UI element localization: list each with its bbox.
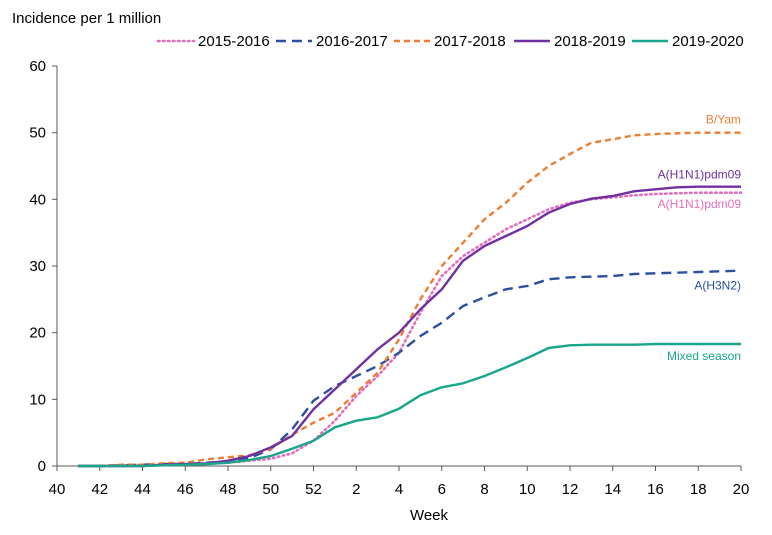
x-tick-label: 10 bbox=[519, 481, 536, 498]
y-tick-label: 30 bbox=[29, 258, 46, 275]
series-line-2017-2018 bbox=[78, 131, 741, 468]
series-line-2019-2020 bbox=[78, 342, 741, 468]
y-tick-label: 40 bbox=[29, 191, 46, 208]
y-tick-label: 10 bbox=[29, 391, 46, 408]
legend-label-2015-2016: 2015-2016 bbox=[198, 33, 270, 50]
x-tick-label: 4 bbox=[395, 481, 403, 498]
x-tick-label: 44 bbox=[134, 481, 151, 498]
x-tick-label: 8 bbox=[480, 481, 488, 498]
series-line-2016-2017 bbox=[78, 269, 742, 468]
x-tick-label: 14 bbox=[604, 481, 621, 498]
x-tick-label: 42 bbox=[91, 481, 108, 498]
annotation-label: A(H1N1)pdm09 bbox=[658, 197, 742, 211]
x-tick-label: 52 bbox=[305, 481, 322, 498]
y-axis-label: Incidence per 1 million bbox=[12, 10, 162, 27]
annotation-label: Mixed season bbox=[667, 349, 741, 363]
annotation-label: A(H1N1)pdm09 bbox=[658, 168, 742, 182]
y-tick-label: 20 bbox=[29, 325, 46, 342]
x-tick-label: 6 bbox=[438, 481, 446, 498]
x-tick-label: 16 bbox=[647, 481, 664, 498]
y-tick-label: 60 bbox=[29, 58, 46, 75]
x-tick-label: 48 bbox=[220, 481, 237, 498]
series-line-2018-2019 bbox=[78, 185, 741, 468]
x-tick-label: 12 bbox=[562, 481, 579, 498]
annotation-label: B/Yam bbox=[706, 112, 741, 126]
legend-label-2018-2019: 2018-2019 bbox=[554, 33, 626, 50]
x-tick-label: 40 bbox=[49, 481, 66, 498]
legend-label-2016-2017: 2016-2017 bbox=[316, 33, 388, 50]
x-tick-label: 2 bbox=[352, 481, 360, 498]
x-axis-label: Week bbox=[410, 507, 449, 524]
y-tick-label: 0 bbox=[38, 458, 46, 475]
series-line-2015-2016 bbox=[77, 191, 743, 468]
x-tick-label: 46 bbox=[177, 481, 194, 498]
annotation-label: A(H3N2) bbox=[694, 278, 741, 292]
y-tick-label: 50 bbox=[29, 125, 46, 142]
x-tick-label: 20 bbox=[733, 481, 750, 498]
legend-label-2017-2018: 2017-2018 bbox=[434, 33, 506, 50]
x-tick-label: 18 bbox=[690, 481, 707, 498]
legend-label-2019-2020: 2019-2020 bbox=[672, 33, 744, 50]
x-tick-label: 50 bbox=[262, 481, 279, 498]
